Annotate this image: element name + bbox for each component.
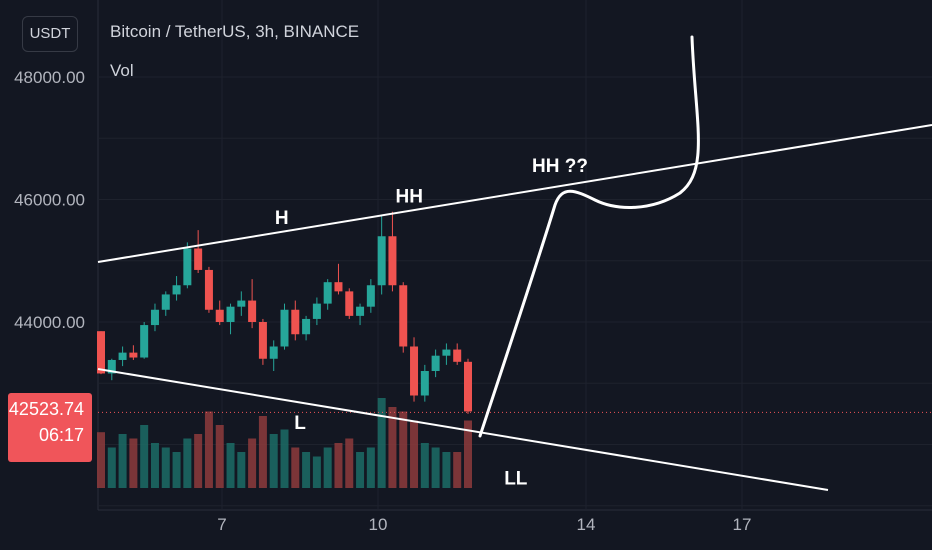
annotation-label: HH [395,187,422,208]
bar-countdown: 06:17 [38,425,84,445]
y-tick-label: 46000.00 [14,191,85,210]
candle-body [334,282,343,292]
volume-bar [366,447,375,488]
candle-body [453,349,462,362]
volume-bar [442,452,451,488]
projection-path [478,35,700,438]
volume-bar [302,452,311,488]
candle-body [410,346,419,396]
volume-bar [129,438,138,488]
candle-body [129,352,138,358]
x-tick-label: 14 [577,515,596,534]
candle-body [388,236,397,286]
upper-trendline [97,124,932,263]
candle-body [226,306,235,322]
volume-bar [183,438,192,488]
volume-bar [194,434,203,488]
candle-body [302,318,311,335]
candle-body [204,269,213,310]
x-tick-label: 10 [369,515,388,534]
candle-body [172,285,181,295]
lower-trendline [97,368,829,491]
candle-body [356,306,365,316]
candle-body [183,248,192,286]
volume-bar [291,447,300,488]
volume-bar [226,443,235,488]
volume-bar [107,447,116,488]
candle-body [312,303,321,319]
candle-body [237,300,246,307]
candle-body [442,349,451,356]
annotation-label: H [275,208,289,229]
volume-bar [269,434,278,488]
candle-body [161,294,170,310]
annotation-label: LL [504,468,528,489]
volume-bar [420,443,429,488]
volume-bar [204,411,213,488]
currency-button[interactable]: USDT [22,16,78,52]
chart-title: Bitcoin / TetherUS, 3h, BINANCE [110,22,360,41]
last-price-badge: 42523.74 06:17 [8,393,92,462]
volume-bar [453,452,462,488]
volume-bar [431,447,440,488]
candle-body [377,236,386,286]
volume-bar [388,407,397,488]
volume-bar [399,411,408,488]
annotation-label: HH ?? [532,156,588,177]
candle-body [107,359,116,374]
candle-body [97,331,105,374]
volume-bar [280,429,289,488]
candle-body [118,352,127,360]
volume-bar [97,432,105,488]
volume-bar [258,416,267,488]
candle-body [366,285,375,307]
candle-body [280,309,289,347]
volume-bar [150,443,159,488]
volume-bar [215,425,224,488]
volume-bar [140,425,149,488]
candle-body [431,355,440,371]
volume-bar [356,452,365,488]
volume-bar [410,420,419,488]
y-tick-label: 48000.00 [14,68,85,87]
candle-body [345,291,354,316]
volume-bar [334,443,343,488]
candle-body [291,309,300,335]
volume-bar [312,456,321,488]
volume-bar [118,434,127,488]
candle-body [248,300,257,322]
volume-bar [172,452,181,488]
candle-body [140,325,149,358]
candle-body [464,361,472,412]
volume-bar [161,447,170,488]
volume-bar [248,438,257,488]
candle-body [420,371,429,396]
volume-bar [323,447,332,488]
candle-body [194,248,203,270]
volume-bar [345,438,354,488]
candle-body [258,322,267,359]
x-tick-label: 17 [733,515,752,534]
x-tick-label: 7 [217,515,226,534]
last-price: 42523.74 [8,399,84,419]
volume-bar [377,398,386,488]
annotation-label: L [294,413,306,434]
candle-body [269,346,278,359]
candle-body [399,285,408,347]
y-tick-label: 44000.00 [14,313,85,332]
volume-label: Vol [110,61,134,80]
candle-body [215,309,224,322]
volume-bar [464,420,472,488]
candle-body [150,309,159,326]
volume-bar [237,452,246,488]
candle-body [323,282,332,304]
